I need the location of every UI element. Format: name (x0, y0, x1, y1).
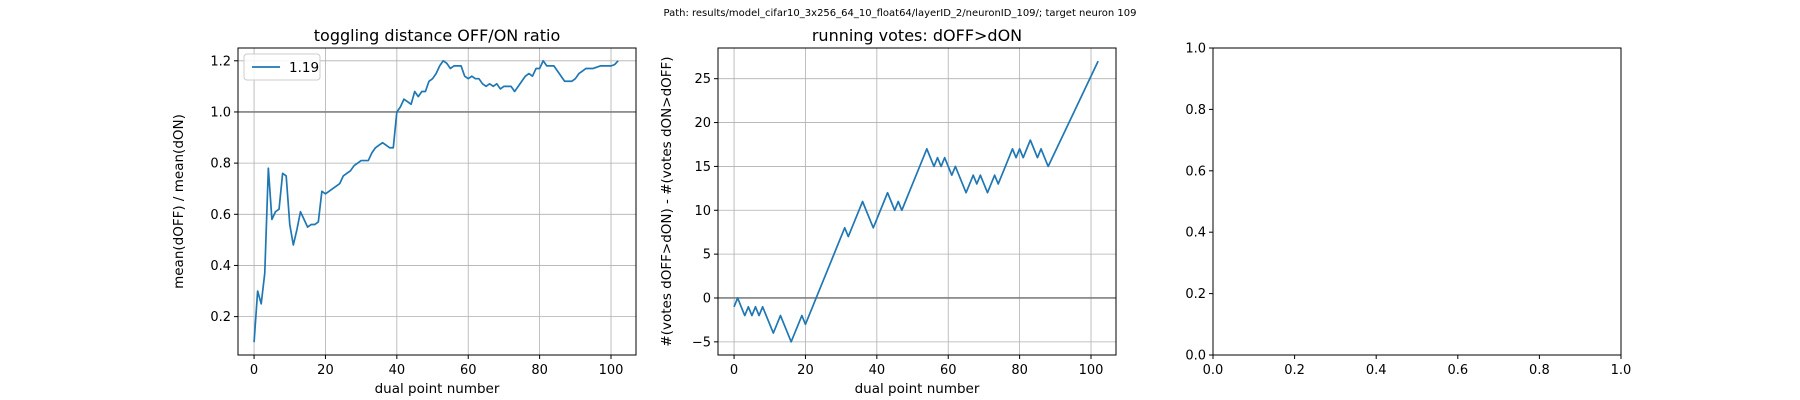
x-tick-label: 0.8 (1529, 363, 1550, 378)
x-tick-label: 0.4 (1366, 363, 1387, 378)
y-tick-label: 10 (694, 204, 711, 219)
y-axis-label: mean(dOFF) / mean(dON) (171, 114, 187, 289)
x-tick-label: 20 (317, 363, 334, 378)
legend-entry: 1.19 (289, 60, 319, 76)
x-tick-label: 0.0 (1203, 363, 1224, 378)
panel-1: 0 20 40 60 80 100 0.2 0.4 0.6 0.8 1.0 1.2 toggling d… (171, 26, 637, 397)
x-tick-label: 1.0 (1611, 363, 1632, 378)
x-tick-label: 0 (730, 363, 738, 378)
y-tick-label: 25 (694, 72, 711, 87)
x-tick-label: 100 (1079, 363, 1104, 378)
y-tick-label: 1.2 (210, 54, 231, 69)
x-tick-label: 0.6 (1447, 363, 1468, 378)
legend: 1.19 (243, 53, 321, 81)
x-tick-label: 40 (389, 363, 406, 378)
panel-3: 0.0 0.2 0.4 0.6 0.8 1.0 0.0 0.2 0.4 0.6 0.8 1.0 (1185, 42, 1631, 379)
x-tick-label: 0.2 (1284, 363, 1305, 378)
series-line-1 (733, 60, 1099, 343)
x-tick-label: 40 (869, 363, 886, 378)
x-tick-label: 60 (940, 363, 957, 378)
x-tick-label: 100 (599, 363, 624, 378)
y-tick-label: 1.0 (1185, 42, 1206, 57)
figure-suptitle: Path: results/model_cifar10_3x256_64_10_… (664, 8, 1137, 19)
y-tick-label: 0 (703, 291, 711, 306)
y-tick-label: 5 (703, 248, 711, 263)
y-tick-label: 0.8 (1185, 103, 1206, 118)
y-tick-label: 0.2 (210, 310, 231, 325)
y-tick-label: 0.4 (1185, 226, 1206, 241)
y-tick-label: 0.8 (210, 157, 231, 172)
x-axis-label: dual point number (855, 381, 980, 397)
y-tick-label: 15 (694, 160, 711, 175)
x-axis-label: dual point number (375, 381, 500, 397)
panel-2: 0 20 40 60 80 100 −5 0 5 10 15 20 25 running votes: d… (659, 26, 1117, 397)
axes-frame (237, 47, 637, 356)
y-tick-label: −5 (692, 335, 711, 350)
y-tick-label: 0.4 (210, 259, 231, 274)
x-tick-label: 0 (250, 363, 258, 378)
y-tick-label: 20 (694, 116, 711, 131)
x-tick-label: 80 (531, 363, 548, 378)
panel-title: toggling distance OFF/ON ratio (314, 26, 560, 45)
panel-title: running votes: dOFF>dON (812, 26, 1022, 45)
y-axis-label: #(votes dOFF>dON) - #(votes dON>dOFF) (659, 56, 675, 346)
series-line-1 (253, 59, 619, 343)
legend-box (243, 53, 321, 81)
y-tick-label: 1.0 (210, 105, 231, 120)
axes-frame (717, 47, 1117, 356)
y-tick-label: 0.2 (1185, 287, 1206, 302)
x-tick-label: 60 (460, 363, 477, 378)
axes-frame (1212, 47, 1622, 356)
y-tick-label: 0.6 (210, 208, 231, 223)
y-tick-label: 0.0 (1185, 349, 1206, 364)
x-tick-label: 80 (1011, 363, 1028, 378)
x-tick-label: 20 (797, 363, 814, 378)
y-tick-label: 0.6 (1185, 164, 1206, 179)
